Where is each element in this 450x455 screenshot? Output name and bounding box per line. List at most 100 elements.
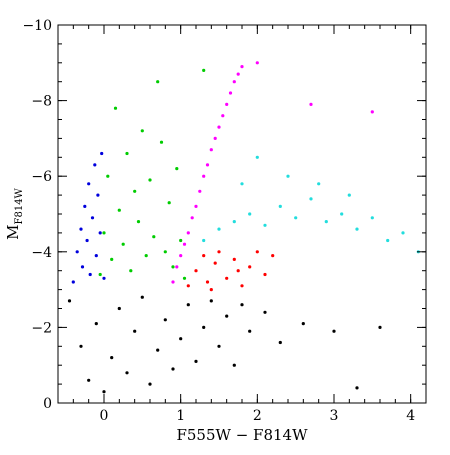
y-tick-label: −8 <box>31 94 52 110</box>
plot-frame <box>57 24 427 404</box>
data-point <box>171 367 175 371</box>
data-point <box>263 310 267 314</box>
data-point <box>171 280 175 284</box>
data-point <box>217 250 221 254</box>
data-point <box>255 155 259 159</box>
data-point <box>202 325 206 329</box>
data-point <box>179 254 183 258</box>
data-point <box>355 386 359 390</box>
data-point <box>205 280 210 284</box>
data-point <box>167 201 171 205</box>
data-point <box>232 220 236 224</box>
scatter-points-layer <box>67 61 420 394</box>
data-point <box>125 371 129 375</box>
data-point <box>182 276 187 280</box>
data-point <box>93 163 97 167</box>
data-point <box>263 223 267 227</box>
data-point <box>240 65 244 69</box>
data-point <box>102 390 106 394</box>
data-point <box>136 220 141 224</box>
data-point <box>332 329 336 333</box>
data-point <box>94 254 98 258</box>
x-tick-label: 3 <box>330 408 339 424</box>
y-axis-title-subscript: F814W <box>14 187 25 224</box>
data-point <box>163 250 167 254</box>
x-axis-title: F555W − F814W <box>176 426 308 444</box>
data-point <box>75 250 79 254</box>
data-point <box>248 212 252 216</box>
data-point <box>140 295 144 299</box>
data-point <box>96 193 100 197</box>
y-axis-title-main: M <box>4 224 22 239</box>
data-point <box>225 314 229 318</box>
data-point <box>102 231 106 235</box>
data-point <box>87 182 91 186</box>
x-tick-label: 4 <box>406 408 415 424</box>
data-point <box>121 242 125 246</box>
data-point <box>370 216 374 220</box>
data-point <box>125 151 129 156</box>
data-point <box>117 306 121 311</box>
data-point <box>179 337 183 341</box>
data-point <box>194 359 198 363</box>
y-tick-label: 0 <box>43 396 52 412</box>
data-point <box>209 288 213 292</box>
data-point <box>317 182 321 186</box>
data-point <box>209 299 213 303</box>
series-5 <box>202 155 420 254</box>
data-point <box>94 322 98 326</box>
data-point <box>232 363 236 367</box>
data-point <box>190 216 194 220</box>
data-point <box>83 204 87 208</box>
data-point <box>228 91 233 95</box>
data-point <box>156 348 160 352</box>
data-point <box>98 272 102 277</box>
y-axis-title: MF814W <box>4 187 25 239</box>
data-point <box>140 129 144 133</box>
data-point <box>236 269 240 273</box>
data-point <box>202 254 206 258</box>
series-3 <box>171 61 374 284</box>
data-point <box>232 257 236 261</box>
data-point <box>175 167 179 171</box>
data-point <box>171 265 175 269</box>
data-point <box>148 178 152 182</box>
series-0 <box>67 295 382 394</box>
data-point <box>110 356 114 360</box>
data-point <box>100 151 104 156</box>
data-point <box>240 182 244 186</box>
data-point <box>133 189 137 193</box>
data-point <box>378 325 382 329</box>
data-point <box>90 216 95 220</box>
data-point <box>301 322 305 326</box>
data-point <box>87 378 91 382</box>
data-point <box>225 276 229 280</box>
data-point <box>386 238 390 243</box>
data-point <box>209 148 213 152</box>
data-point <box>80 265 85 269</box>
data-point <box>71 280 75 284</box>
data-point <box>113 106 118 110</box>
data-point <box>232 80 236 84</box>
data-point <box>217 344 221 348</box>
data-point <box>248 265 252 269</box>
data-point <box>401 231 405 235</box>
data-point <box>347 193 351 197</box>
data-point <box>294 216 298 220</box>
data-point <box>340 212 344 216</box>
data-point <box>205 163 210 167</box>
data-point <box>309 102 313 106</box>
y-tick-label: −10 <box>22 18 52 34</box>
x-tick-label: 1 <box>176 408 185 424</box>
data-point <box>225 102 229 106</box>
data-point <box>179 238 183 243</box>
data-point <box>217 227 221 231</box>
data-point <box>217 125 221 129</box>
data-point <box>202 174 206 178</box>
data-point <box>194 204 198 208</box>
data-point <box>182 242 187 246</box>
x-tick-label: 0 <box>100 408 109 424</box>
data-point <box>213 136 217 140</box>
data-point <box>156 80 160 84</box>
axis-tick-labels-layer: 0 1 2 3 4 0 −2 −4 −6 −8 −10 <box>22 18 415 424</box>
